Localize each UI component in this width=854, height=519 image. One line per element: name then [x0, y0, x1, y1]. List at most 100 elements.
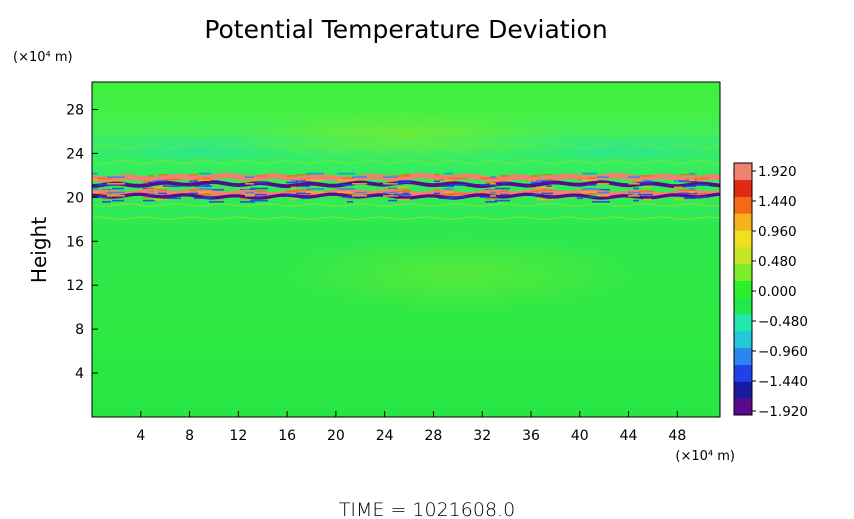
band-speckle	[531, 175, 540, 177]
band-speckle	[107, 182, 125, 185]
y-tick-label: 20	[66, 190, 84, 206]
band-0	[92, 172, 720, 183]
colorbar-frame	[733, 162, 753, 416]
colorbar-label: −0.960	[758, 344, 808, 360]
colorbar-swatch	[734, 163, 752, 181]
band-speckle	[255, 190, 267, 193]
band-speckle	[153, 198, 168, 201]
colorbar-swatch	[734, 196, 752, 214]
band-speckle	[240, 201, 255, 203]
colorbar-swatch	[734, 213, 752, 231]
band-speckle	[674, 186, 683, 189]
colorbar-label: −1.920	[758, 404, 808, 420]
band-speckle	[638, 190, 653, 193]
band-speckle	[577, 197, 583, 200]
band-speckle	[393, 190, 411, 193]
x-tick-label: 24	[376, 428, 394, 444]
band-speckle	[582, 172, 597, 175]
band-speckle	[587, 192, 596, 195]
band-speckle	[342, 196, 354, 198]
x-ticks: 4 8 12 16 20 24 28 32 36 40 44 48	[136, 411, 686, 444]
band-speckle	[301, 185, 310, 187]
band-speckle	[189, 192, 198, 195]
band-speckle	[531, 181, 540, 184]
band-speckle	[209, 201, 224, 203]
wave-ripple	[92, 113, 720, 119]
band-speckle	[403, 192, 409, 195]
band-speckle	[689, 188, 695, 190]
band-speckle	[393, 181, 411, 184]
band-speckle	[92, 179, 98, 181]
band-speckle	[245, 191, 254, 194]
band-speckle	[597, 182, 609, 185]
band-speckle	[301, 194, 310, 196]
colorbar-label: 1.920	[758, 164, 797, 180]
band-speckle	[148, 175, 154, 177]
band-speckle	[255, 175, 267, 177]
band-speckle	[439, 185, 454, 187]
colorbar-swatch	[734, 280, 752, 298]
band-speckle	[393, 193, 411, 196]
band-speckle	[306, 188, 324, 190]
band-speckle	[143, 196, 155, 199]
band-speckle	[434, 173, 440, 176]
band-speckle	[204, 196, 210, 198]
band-speckle	[245, 182, 254, 185]
y-tick-label: 12	[66, 278, 84, 294]
x-tick-label: 36	[522, 428, 540, 444]
band-speckle	[587, 196, 596, 198]
wave-ripple	[92, 152, 720, 157]
band-speckle	[638, 175, 653, 177]
band-speckle	[633, 199, 639, 202]
band-speckle	[97, 196, 112, 198]
wave-ripple	[92, 144, 720, 149]
x-tick-label: 28	[425, 428, 443, 444]
band-speckle	[352, 176, 367, 178]
band-speckle	[204, 177, 210, 180]
upper-cool-blob-left	[110, 138, 290, 162]
band-speckle	[582, 191, 597, 194]
band-speckle	[291, 198, 297, 201]
band-speckle	[638, 181, 653, 184]
x-tick-label: 44	[620, 428, 638, 444]
band-layer	[92, 113, 720, 221]
band-1	[92, 180, 720, 189]
band-speckle	[577, 178, 583, 181]
wave-ripple	[92, 121, 720, 126]
mid-warm-blob	[270, 235, 650, 315]
x-unit-label: (×10⁴ m)	[675, 449, 735, 464]
colorbar-label: 0.000	[758, 284, 797, 300]
band-speckle	[296, 192, 311, 195]
band-speckle	[163, 197, 181, 200]
band-speckle	[643, 195, 652, 197]
band-speckle	[383, 182, 398, 185]
band-speckle	[296, 189, 311, 191]
colorbar-swatch	[734, 263, 752, 281]
band-speckle	[439, 197, 454, 200]
band-speckle	[546, 178, 552, 181]
wave-ripple-lower	[92, 209, 720, 214]
wave-ripple-lower	[92, 216, 720, 221]
band-speckle	[587, 184, 596, 186]
band-speckle	[541, 189, 553, 191]
band-speckle	[536, 186, 554, 189]
band-speckle	[352, 195, 367, 197]
band-speckle	[148, 181, 154, 184]
band-speckle	[383, 176, 398, 178]
band-speckle	[531, 193, 540, 196]
band-speckle	[337, 191, 355, 194]
band-speckle	[153, 186, 168, 189]
band-speckle	[301, 197, 310, 200]
band-speckle	[158, 173, 167, 176]
band-speckle	[286, 175, 298, 177]
band-speckle	[434, 189, 440, 191]
band-speckle	[582, 188, 597, 190]
band-speckle	[306, 172, 324, 175]
band-speckle	[255, 181, 267, 184]
band-speckle	[485, 197, 497, 200]
band-speckle	[480, 196, 498, 198]
band-speckle	[97, 177, 112, 180]
band-speckle	[674, 179, 683, 182]
band-speckle	[92, 172, 98, 175]
